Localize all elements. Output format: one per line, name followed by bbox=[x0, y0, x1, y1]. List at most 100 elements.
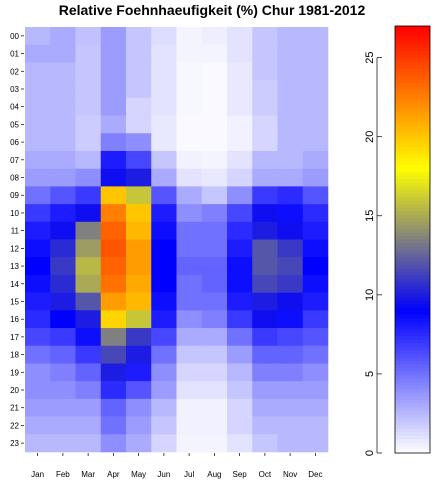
heatmap-cell bbox=[50, 168, 76, 187]
heatmap-cells bbox=[25, 27, 329, 453]
heatmap-cell bbox=[176, 27, 203, 46]
heatmap-cell bbox=[176, 363, 203, 382]
heatmap-cell bbox=[100, 434, 127, 453]
heatmap-cell bbox=[75, 239, 102, 258]
heatmap-cell bbox=[151, 239, 177, 258]
colorbar-segment bbox=[395, 449, 430, 454]
colorbar-segment bbox=[395, 114, 430, 119]
colorbar-segment bbox=[395, 388, 430, 393]
heatmap-cell bbox=[201, 257, 228, 276]
heatmap-cell bbox=[252, 381, 278, 400]
heatmap-cell bbox=[151, 186, 177, 205]
heatmap-cell bbox=[302, 328, 329, 347]
colorbar-segment bbox=[395, 193, 430, 198]
heatmap-cell bbox=[277, 239, 304, 258]
heatmap-cell bbox=[277, 186, 304, 205]
colorbar-segment bbox=[395, 314, 430, 319]
heatmap-cell bbox=[151, 328, 177, 347]
heatmap-cell bbox=[252, 204, 278, 223]
x-tick-label: Feb bbox=[56, 470, 70, 479]
colorbar-segment bbox=[395, 221, 430, 226]
heatmap-cell bbox=[50, 416, 76, 435]
heatmap-cell bbox=[176, 398, 203, 417]
heatmap-cell bbox=[50, 27, 76, 46]
colorbar-segment bbox=[395, 122, 430, 127]
x-tick-label: Sep bbox=[233, 470, 248, 479]
heatmap-cell bbox=[176, 292, 203, 311]
heatmap-cell bbox=[50, 434, 76, 453]
heatmap-cell bbox=[126, 150, 152, 169]
colorbar-segment bbox=[395, 86, 430, 91]
colorbar-segment bbox=[395, 353, 430, 358]
y-tick-label: 18 bbox=[10, 351, 19, 360]
heatmap-cell bbox=[126, 239, 152, 258]
heatmap-cell bbox=[277, 133, 304, 152]
colorbar-segment bbox=[395, 203, 430, 208]
heatmap-cell bbox=[227, 80, 253, 99]
heatmap-cell bbox=[50, 345, 76, 364]
colorbar-segment bbox=[395, 129, 430, 134]
colorbar-segment bbox=[395, 214, 430, 219]
heatmap-cell bbox=[227, 97, 253, 116]
colorbar-segment bbox=[395, 54, 430, 59]
heatmap-cell bbox=[151, 345, 177, 364]
heatmap-cell bbox=[201, 44, 228, 63]
colorbar-segment bbox=[395, 385, 430, 390]
heatmap-cell bbox=[302, 204, 329, 223]
heatmap-cell bbox=[151, 97, 177, 116]
heatmap-cell bbox=[25, 292, 51, 311]
heatmap-cell bbox=[151, 398, 177, 417]
heatmap-cell bbox=[302, 44, 329, 63]
heatmap-cell bbox=[277, 434, 304, 453]
heatmap-cell bbox=[151, 257, 177, 276]
colorbar-segment bbox=[395, 200, 430, 205]
heatmap-cell bbox=[75, 150, 102, 169]
heatmap-cell bbox=[75, 80, 102, 99]
heatmap-cell bbox=[302, 221, 329, 240]
heatmap-cell bbox=[50, 274, 76, 293]
heatmap-cell bbox=[302, 434, 329, 453]
heatmap-cell bbox=[176, 434, 203, 453]
heatmap-cell bbox=[176, 150, 203, 169]
heatmap-cell bbox=[75, 221, 102, 240]
heatmap-cell bbox=[227, 27, 253, 46]
y-tick-label: 11 bbox=[11, 227, 20, 236]
chart-title: Relative Foehnhaeufigkeit (%) Chur 1981-… bbox=[59, 2, 366, 18]
heatmap-cell bbox=[126, 398, 152, 417]
colorbar-segment bbox=[395, 346, 430, 351]
heatmap-cell bbox=[277, 221, 304, 240]
heatmap-cell bbox=[126, 221, 152, 240]
heatmap-cell bbox=[100, 363, 127, 382]
heatmap-cell bbox=[227, 328, 253, 347]
heatmap-cell bbox=[151, 310, 177, 329]
colorbar-segment bbox=[395, 292, 430, 297]
colorbar-segment bbox=[395, 246, 430, 251]
y-tick-label: 22 bbox=[10, 421, 19, 430]
colorbar-segment bbox=[395, 161, 430, 166]
x-tick-label: Jul bbox=[184, 470, 194, 479]
heatmap-cell bbox=[252, 221, 278, 240]
heatmap-cell bbox=[100, 257, 127, 276]
colorbar-segment bbox=[395, 72, 430, 77]
y-tick-label: 07 bbox=[10, 156, 19, 165]
colorbar-segment bbox=[395, 356, 430, 361]
heatmap-cell bbox=[75, 168, 102, 187]
heatmap-cell bbox=[277, 27, 304, 46]
heatmap-cell bbox=[277, 44, 304, 63]
heatmap-cell bbox=[277, 345, 304, 364]
heatmap-cell bbox=[252, 345, 278, 364]
colorbar-segment bbox=[395, 29, 430, 34]
heatmap-cell bbox=[25, 150, 51, 169]
heatmap-cell bbox=[126, 97, 152, 116]
heatmap-cell bbox=[176, 168, 203, 187]
heatmap-cell bbox=[100, 186, 127, 205]
heatmap-cell bbox=[151, 133, 177, 152]
heatmap-cell bbox=[25, 44, 51, 63]
heatmap-cell bbox=[201, 186, 228, 205]
y-tick-label: 04 bbox=[10, 103, 19, 112]
colorbar-segment bbox=[395, 296, 430, 301]
heatmap-cell bbox=[227, 44, 253, 63]
heatmap-cell bbox=[302, 381, 329, 400]
colorbar-segment bbox=[395, 228, 430, 233]
